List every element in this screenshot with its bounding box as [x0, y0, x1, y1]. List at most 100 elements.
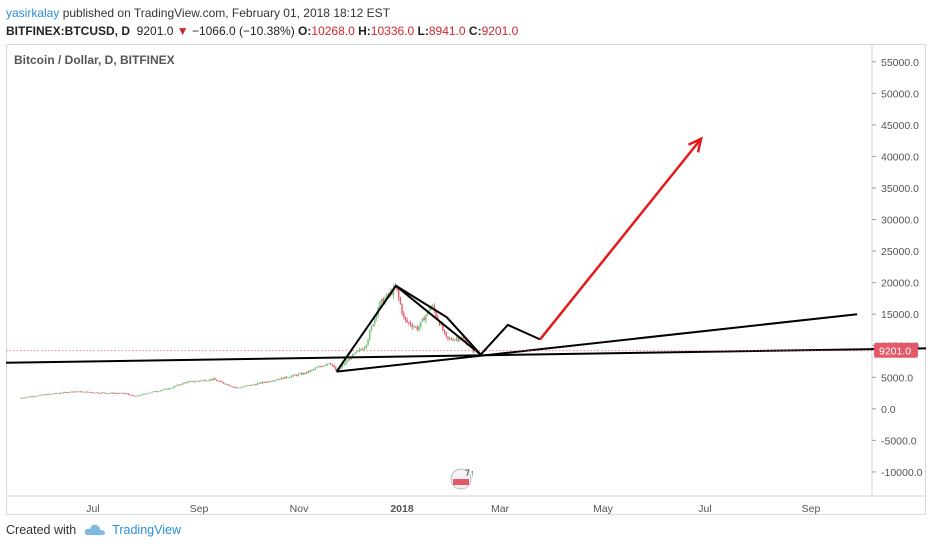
- candle-body: [91, 392, 94, 394]
- candle-body: [420, 321, 422, 327]
- candle-body: [137, 395, 140, 397]
- triangle-upper-edge[interactable]: [395, 284, 482, 356]
- candle-body: [454, 339, 456, 341]
- candle-body: [447, 336, 449, 339]
- y-tick-label: -5000.0: [881, 435, 917, 447]
- candle-body: [343, 364, 345, 365]
- author-link[interactable]: yasirkalay: [6, 6, 60, 20]
- x-tick-label: Sep: [802, 503, 821, 515]
- y-tick-label: -10000.0: [881, 467, 923, 479]
- candle-body: [323, 365, 325, 367]
- candle-body: [307, 371, 310, 373]
- candle-body: [88, 391, 90, 393]
- candle-body: [299, 373, 301, 375]
- candle-body: [409, 322, 412, 326]
- candle-body: [85, 391, 87, 393]
- candle-body: [372, 324, 374, 327]
- candle-body: [236, 387, 238, 389]
- candle-body: [263, 381, 266, 383]
- candle-body: [459, 339, 461, 341]
- projection-zigzag[interactable]: [335, 284, 541, 373]
- candle-body: [151, 391, 153, 393]
- candle-body: [182, 383, 184, 385]
- candle-body: [216, 379, 218, 381]
- candle-body: [241, 386, 243, 388]
- candle-body: [244, 385, 247, 387]
- published-text: published on TradingView.com, February 0…: [62, 6, 391, 20]
- candle-body: [61, 392, 63, 394]
- candle-body: [234, 387, 237, 388]
- candle-body: [403, 313, 405, 317]
- candle-body: [52, 393, 55, 395]
- candle-body: [411, 325, 413, 328]
- price-chart[interactable]: Bitcoin / Dollar, D, BITFINEX 55000.0 500…: [6, 44, 926, 515]
- candle-body: [105, 392, 107, 394]
- drawings[interactable]: [6, 136, 926, 373]
- candle-body: [352, 354, 354, 359]
- chart-header: yasirkalay published on TradingView.com,…: [6, 4, 518, 40]
- candle-body: [442, 324, 444, 331]
- candle-body: [115, 393, 118, 394]
- candle-body: [214, 378, 216, 380]
- candle-body: [265, 382, 267, 384]
- candle-body: [255, 384, 257, 386]
- candle-body: [153, 391, 155, 393]
- high-label: H:: [358, 24, 371, 38]
- candle-body: [297, 374, 300, 376]
- candle-body: [280, 377, 283, 380]
- candle-body: [114, 393, 116, 394]
- candle-body: [131, 395, 133, 396]
- candle-body: [34, 396, 36, 398]
- candle-body: [42, 394, 45, 396]
- candle-body: [195, 380, 198, 382]
- candle-body: [175, 385, 177, 387]
- candle-body: [326, 363, 328, 365]
- candle-body: [156, 391, 158, 393]
- candle-body: [318, 366, 320, 368]
- candle-body: [423, 318, 425, 321]
- candle-body: [379, 301, 381, 308]
- rising-trendline[interactable]: [336, 313, 858, 373]
- candle-body: [416, 326, 419, 330]
- x-tick-label: Jul: [698, 503, 711, 515]
- candle-body: [176, 384, 179, 386]
- tradingview-link[interactable]: TradingView: [112, 523, 181, 537]
- candle-body: [231, 386, 233, 387]
- candle-body: [448, 338, 451, 340]
- last-price-tag-label: 9201.0: [879, 345, 911, 357]
- candle-body: [49, 393, 51, 395]
- candle-body: [275, 379, 277, 381]
- candle-body: [93, 392, 96, 394]
- target-arrow[interactable]: [539, 137, 703, 341]
- candle-body: [173, 386, 175, 388]
- candle-body: [374, 317, 376, 325]
- last-price-tag: 9201.0: [6, 342, 918, 358]
- candle-body: [309, 370, 311, 373]
- candle-body: [335, 367, 337, 371]
- candle-body: [250, 385, 252, 386]
- candle-body: [190, 381, 192, 382]
- candle-body: [59, 393, 62, 394]
- candle-body: [110, 392, 113, 394]
- candle-body: [197, 380, 199, 382]
- candle-body: [217, 380, 220, 382]
- candle-body: [168, 388, 170, 390]
- candle-body: [81, 391, 84, 393]
- candle-body: [431, 305, 434, 307]
- candle-body: [74, 391, 77, 393]
- candle-body: [440, 324, 442, 326]
- candle-body: [56, 392, 58, 394]
- candle-body: [170, 388, 172, 389]
- candle-body: [44, 394, 46, 396]
- candle-body: [129, 394, 131, 396]
- candle-body: [200, 380, 203, 382]
- candle-body: [204, 380, 206, 381]
- event-badge[interactable]: 7↑: [450, 468, 475, 490]
- candle-body: [406, 320, 408, 323]
- candle-body: [222, 382, 225, 384]
- candle-body: [90, 392, 92, 394]
- candle-body: [397, 289, 400, 298]
- candle-body: [290, 375, 293, 378]
- candle-body: [369, 330, 371, 340]
- candle-body: [158, 391, 160, 392]
